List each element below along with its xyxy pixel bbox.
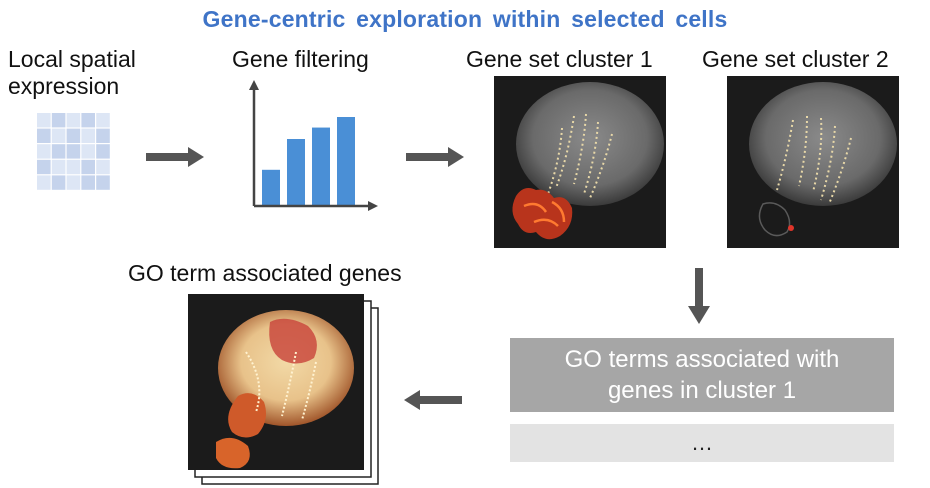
- cluster1-label: Gene set cluster 1: [466, 46, 653, 72]
- grid-cell: [37, 144, 51, 159]
- grid-cell: [37, 113, 51, 128]
- diagram-title: Gene-centric exploration within selected…: [202, 6, 728, 32]
- grid-cell: [66, 175, 81, 190]
- cluster2-embryo-image: [727, 76, 899, 248]
- y-axis-arrowhead: [249, 80, 259, 90]
- go-genes-image-stack: [188, 294, 379, 485]
- go-red-region: [269, 318, 317, 364]
- grid-cell: [37, 128, 51, 143]
- grid-cell: [96, 144, 110, 159]
- grid-cell: [51, 159, 66, 175]
- grid-cell: [37, 175, 51, 190]
- embryo-shape: [749, 82, 897, 206]
- arrow-right-1: [146, 147, 204, 167]
- cluster2-faint-region: [758, 202, 791, 237]
- grid-cell: [81, 128, 95, 143]
- gene-filtering-label: Gene filtering: [232, 46, 369, 72]
- grid-cell: [51, 128, 66, 143]
- grid-cell: [51, 113, 66, 128]
- grid-cell: [81, 159, 95, 175]
- go-associated-label: GO term associated genes: [128, 260, 402, 286]
- grid-cell: [51, 175, 66, 190]
- gene-expression-dots: [547, 113, 613, 199]
- cluster2-red-spot: [788, 225, 794, 231]
- grid-cell: [96, 175, 110, 190]
- grid-cell: [81, 144, 95, 159]
- cluster2-label: Gene set cluster 2: [702, 46, 889, 72]
- grid-cell: [96, 159, 110, 175]
- gene-expression-dots: [245, 351, 317, 421]
- bar: [312, 127, 330, 205]
- grid-cell: [96, 113, 110, 128]
- grid-cell: [37, 159, 51, 175]
- grid-cell: [66, 128, 81, 143]
- grid-cell: [81, 175, 95, 190]
- bar: [337, 117, 355, 205]
- x-axis-arrowhead: [368, 201, 378, 211]
- grid-cell: [96, 128, 110, 143]
- grid-cell: [66, 113, 81, 128]
- go-terms-box: GO terms associated with genes in cluste…: [510, 338, 894, 412]
- go-orange-region: [228, 393, 266, 438]
- more-go-terms-box: …: [510, 424, 894, 462]
- bar: [262, 169, 280, 205]
- arrow-left: [404, 390, 462, 410]
- gene-expression-dots: [776, 115, 852, 205]
- grid-cell: [66, 159, 81, 175]
- cluster1-embryo-image: [494, 76, 666, 248]
- grid-cell: [66, 144, 81, 159]
- go-lower-region: [216, 437, 250, 469]
- gene-filtering-bar-chart: [249, 80, 378, 211]
- arrow-down: [688, 268, 710, 324]
- cluster1-highlight: [523, 200, 566, 227]
- local-spatial-label: Local spatial expression: [8, 46, 136, 99]
- arrow-right-2: [406, 147, 464, 167]
- grid-cell: [81, 113, 95, 128]
- grid-cell: [51, 144, 66, 159]
- embryo-shape: [516, 82, 664, 206]
- bar: [287, 139, 305, 205]
- spatial-grid-icon: [37, 113, 110, 190]
